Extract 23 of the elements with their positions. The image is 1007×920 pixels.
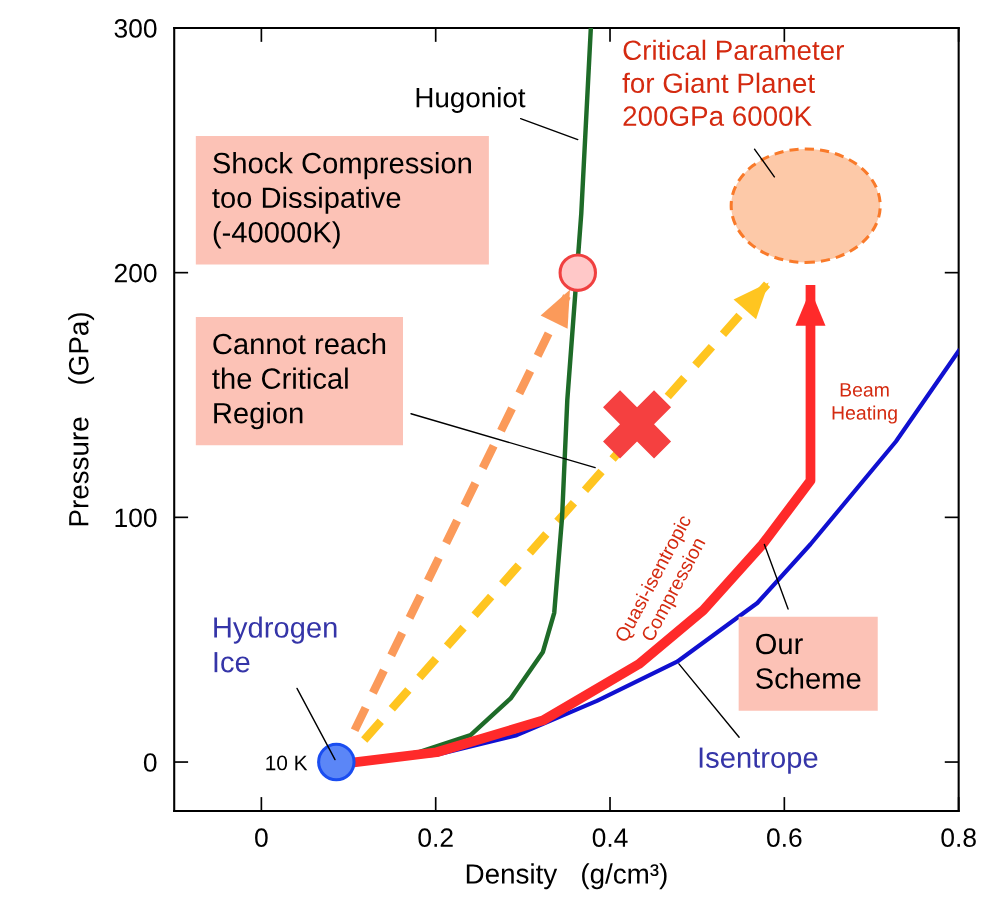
y-tick-label: 300	[114, 19, 157, 38]
x-tick-label: 0.2	[418, 828, 453, 848]
x-tick-label: 0.6	[767, 828, 802, 848]
point	[558, 253, 597, 292]
annotation: Our Scheme	[756, 633, 861, 689]
y-axis-title: Pressure (GPa)	[68, 313, 95, 526]
annotation: Shock Compression too Dissipative (-40000K)	[212, 152, 471, 249]
point	[317, 742, 356, 782]
annotation: Cannot reach the Critical Region	[212, 332, 386, 430]
y-tick-label: 100	[115, 508, 157, 528]
x-tick-label: 0.8	[941, 828, 976, 848]
x-axis-title: Density (g/cm³)	[466, 863, 667, 890]
annotation: 10 K	[266, 755, 308, 771]
x-tick-label: 0.4	[592, 828, 628, 848]
y-tick-label: 200	[114, 263, 157, 283]
annotation: Isentrope	[699, 747, 818, 774]
y-tick-label: 0	[143, 753, 157, 772]
point	[603, 390, 672, 459]
annotation: Hugoniot	[416, 87, 526, 113]
annotation: Critical Parameter for Giant Planet 200GPa 6000K	[622, 39, 844, 126]
annotation: Hydrogen Ice	[214, 616, 337, 673]
annotation: Beam Heating	[832, 383, 897, 424]
x-tick-label: 0	[255, 828, 268, 848]
